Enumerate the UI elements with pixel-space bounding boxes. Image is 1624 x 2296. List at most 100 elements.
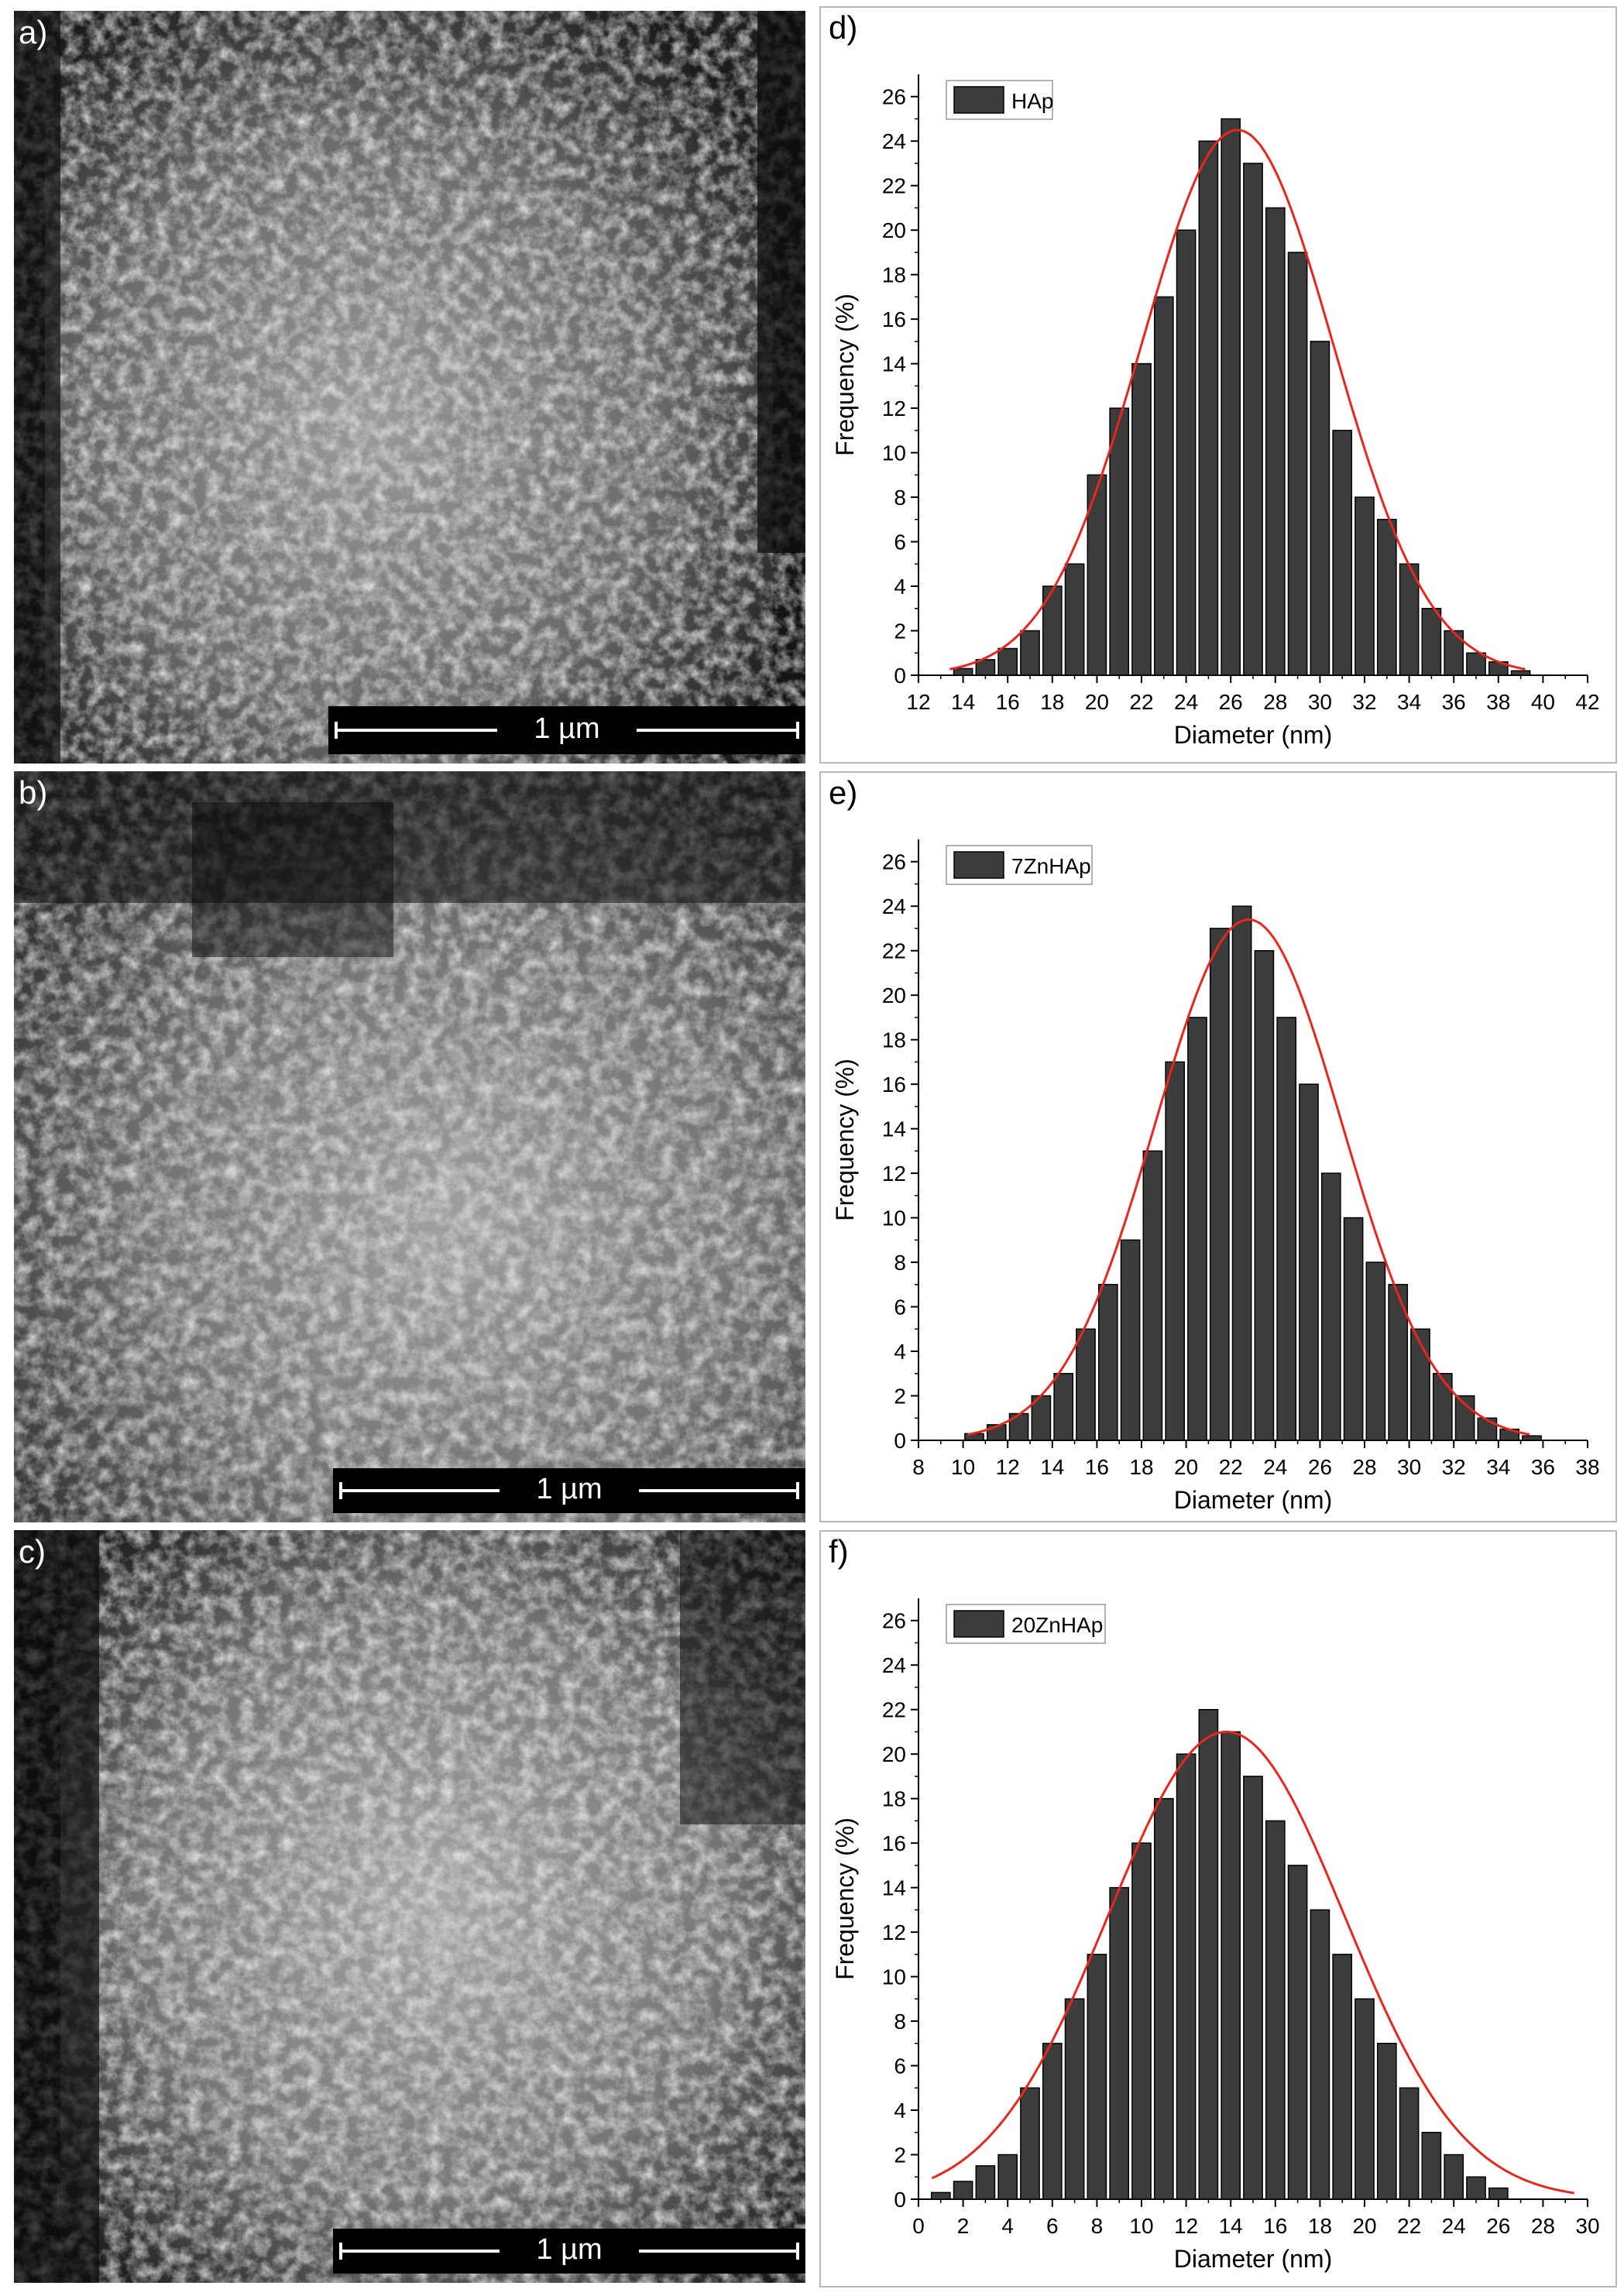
histogram-bar [1221,1731,1241,2200]
panel-label-d: d) [829,9,858,46]
scale-bar-c: 1 µm [333,2229,805,2274]
histogram-bar [1276,1017,1297,1441]
histogram-bar [1265,207,1286,676]
x-tick-label: 8 [912,1455,925,1479]
y-tick-label: 20 [882,218,906,242]
histogram-bar [1410,1328,1430,1441]
y-tick-label: 20 [882,1742,906,1766]
x-tick-label: 40 [1531,690,1555,714]
x-tick-label: 16 [1085,1455,1109,1479]
x-tick-label: 36 [1531,1455,1555,1479]
y-tick-label: 10 [882,441,906,465]
histogram-bar [1510,670,1531,676]
y-tick-label: 18 [882,1028,906,1052]
sem-image-c: c) 1 µm [14,1530,805,2283]
x-tick-label: 38 [1575,1455,1599,1479]
legend-swatch [953,851,1004,879]
y-tick-label: 12 [882,396,906,420]
scale-label-a: 1 µm [497,712,637,746]
x-tick-label: 10 [951,1455,975,1479]
y-tick-label: 18 [882,1787,906,1811]
histogram-bar [1444,2154,1464,2200]
histogram-bar [953,668,973,676]
histogram-bar [1076,1328,1096,1441]
x-tick-label: 36 [1442,690,1466,714]
x-tick-label: 14 [1219,2214,1243,2238]
histogram-bar [1310,341,1330,676]
histogram-bar [1466,652,1486,676]
histogram-panel-d: d) 0 2 4 6 8 10 12 14 16 18 20 22 24 26 12 14 16 18 20 22 24… [819,6,1617,764]
histogram-bar [1287,1865,1308,2200]
y-tick-label: 8 [894,1251,906,1275]
y-tick-label: 22 [882,174,906,198]
x-tick-label: 16 [1263,2214,1287,2238]
scale-label-c: 1 µm [500,2233,639,2267]
x-tick-label: 34 [1397,690,1421,714]
histogram-bar [1231,905,1252,1441]
x-tick-label: 26 [1486,2214,1510,2238]
histogram-bar [1421,2132,1442,2200]
x-tick-label: 8 [1091,2214,1104,2238]
histogram-bar [1020,2087,1040,2200]
x-tick-label: 24 [1263,1455,1287,1479]
y-tick-label: 14 [882,352,906,376]
x-tick-label: 24 [1174,690,1198,714]
histogram-bar [1221,118,1241,676]
sem-texture-c [14,1530,805,2283]
histogram-bar [1399,563,1420,676]
y-tick-label: 0 [894,2188,906,2212]
histogram-bar [1209,928,1230,1441]
histogram-bar [1254,949,1275,1441]
y-tick-label: 10 [882,1965,906,1989]
histogram-bar [1153,1797,1174,2200]
histogram-bar [1522,1435,1542,1441]
histogram-bar [1109,1886,1130,2200]
y-tick-label: 22 [882,1698,906,1722]
legend: 20ZnHAp [946,1604,1106,1644]
histogram-bar [1332,1954,1353,2200]
y-tick-label: 0 [894,664,906,688]
panel-label-e: e) [829,774,858,811]
histogram-bar [1087,1954,1107,2200]
gaussian-fit-curve [931,1731,1574,2195]
x-axis-label: Diameter (nm) [1174,721,1332,749]
histogram-bar [975,659,996,676]
panel-label-c: c) [19,1533,46,1570]
x-tick-label: 6 [1046,2214,1059,2238]
y-tick-label: 20 [882,983,906,1007]
x-tick-label: 26 [1308,1455,1332,1479]
histogram-bar [1042,2043,1063,2200]
histogram-bar [1265,1820,1286,2200]
histogram-bar [1153,296,1174,676]
x-tick-label: 28 [1531,2214,1555,2238]
y-tick-label: 26 [882,85,906,109]
histogram-bar [1299,1083,1319,1441]
histogram-bar [1165,1061,1186,1441]
histogram-bar [1109,407,1130,676]
histogram-bar [953,2181,973,2200]
sem-image-a: a) 1 µm [14,11,805,764]
panel-label-f: f) [829,1533,849,1570]
x-tick-label: 20 [1174,1455,1198,1479]
histogram-bar [997,2154,1018,2200]
legend: HAp [946,80,1053,120]
x-tick-label: 28 [1352,1455,1376,1479]
y-tick-label: 18 [882,263,906,287]
histogram-bar [1020,630,1040,676]
y-tick-label: 4 [894,1340,906,1364]
x-tick-label: 22 [1397,2214,1421,2238]
y-tick-label: 24 [882,1653,906,1677]
legend-swatch [953,86,1004,114]
y-tick-label: 4 [894,575,906,599]
y-tick-label: 6 [894,1296,906,1320]
histogram-bar [1488,2187,1509,2200]
gaussian-fit-curve [967,918,1530,1436]
x-tick-label: 20 [1085,690,1109,714]
histogram-bar [1365,1261,1386,1441]
y-axis-label: Frequency (%) [831,1059,859,1221]
x-tick-label: 32 [1442,1455,1466,1479]
histogram-bar [1064,1998,1085,2200]
histogram-bar [1053,1373,1074,1441]
x-axis-label: Diameter (nm) [1174,1486,1332,1514]
histogram-bar [1198,140,1219,676]
